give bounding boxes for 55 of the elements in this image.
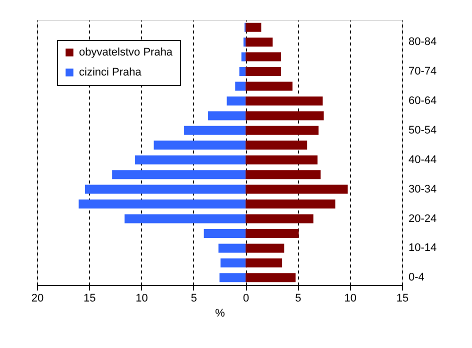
x-tick-label: 15 (84, 292, 96, 304)
y-tick-label: 60-64 (408, 94, 437, 107)
bar (246, 244, 284, 253)
bar (246, 111, 324, 120)
legend-label: obyvatelstvo Praha (79, 46, 174, 58)
bar (246, 38, 273, 47)
x-axis-title: % (215, 308, 226, 320)
bar (226, 96, 246, 106)
bar (246, 67, 282, 76)
bar (239, 67, 246, 76)
bar (124, 214, 246, 224)
x-tick-label: 20 (31, 292, 44, 304)
bar (246, 228, 299, 238)
bar (218, 244, 246, 253)
bar (246, 155, 318, 164)
y-tick-label: 50-54 (408, 124, 437, 136)
bar (112, 170, 246, 180)
bar (246, 52, 282, 62)
bar (84, 184, 246, 194)
x-tick-label: 0 (243, 292, 250, 304)
bar (154, 140, 246, 150)
bar (246, 184, 348, 194)
bar (246, 82, 292, 91)
bar (246, 258, 282, 268)
x-tick-label: 10 (344, 292, 356, 304)
bar (246, 22, 262, 32)
bar (78, 200, 246, 209)
bar (246, 96, 323, 106)
x-tick-label: 5 (190, 292, 197, 304)
bar (208, 111, 246, 120)
bar (220, 273, 246, 282)
y-tick-label: 30-34 (408, 183, 437, 196)
y-tick-label: 70-74 (408, 66, 437, 78)
bar (220, 258, 246, 268)
bar (246, 214, 314, 224)
y-tick-label: 40-44 (408, 154, 437, 166)
y-tick-label: 0-4 (408, 272, 424, 284)
bar (184, 126, 246, 135)
x-tick-label: 15 (396, 292, 409, 304)
y-tick-label: 20-24 (408, 212, 437, 225)
x-tick-label: 5 (295, 292, 302, 304)
bar (246, 200, 336, 209)
bar (235, 82, 246, 91)
bar (204, 228, 246, 238)
y-tick-label: 10-14 (408, 242, 437, 254)
bar (246, 126, 319, 135)
bar (246, 273, 296, 282)
bar (243, 38, 246, 47)
bar (135, 155, 246, 164)
x-tick-label: 10 (136, 292, 148, 304)
bar (246, 140, 308, 150)
bar (241, 52, 246, 62)
y-tick-label: 80-84 (408, 36, 437, 48)
bar (246, 170, 321, 180)
legend-label: cizinci Praha (79, 66, 142, 78)
